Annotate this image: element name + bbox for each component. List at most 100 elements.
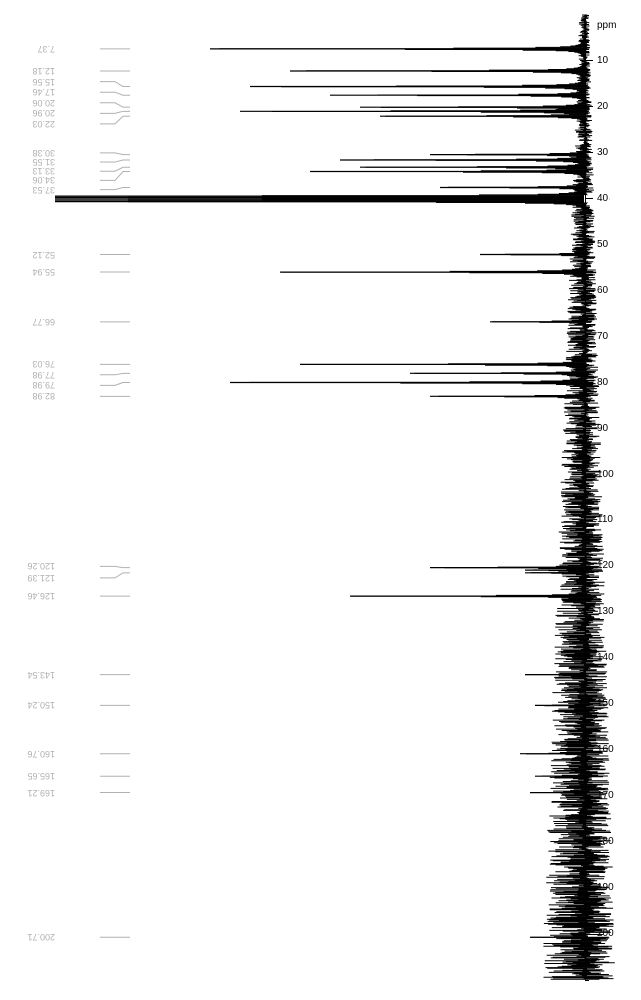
axis-minor-tick xyxy=(585,456,589,457)
axis-minor-tick xyxy=(585,263,589,264)
axis-minor-tick xyxy=(585,906,589,907)
axis-tick-label: 20 xyxy=(597,102,608,112)
peak-indicator-line xyxy=(100,167,130,171)
peak-indicator-line xyxy=(100,383,130,386)
axis-minor-tick xyxy=(585,391,589,392)
axis-minor-tick xyxy=(585,676,589,677)
axis-tick-label: 40 xyxy=(597,194,608,204)
axis-tick-label: 100 xyxy=(597,470,614,480)
axis-major-tick xyxy=(585,888,593,889)
axis-tick-label: 200 xyxy=(597,929,614,939)
axis-minor-tick xyxy=(585,777,589,778)
axis-unit-label: ppm xyxy=(597,20,616,31)
axis-major-tick xyxy=(585,612,593,613)
axis-major-tick xyxy=(585,428,593,429)
axis-tick-label: 30 xyxy=(597,148,608,158)
axis-major-tick xyxy=(585,934,593,935)
axis-major-tick xyxy=(585,704,593,705)
axis-minor-tick xyxy=(585,97,589,98)
axis-minor-tick xyxy=(585,548,589,549)
axis-minor-tick xyxy=(585,731,589,732)
axis-minor-tick xyxy=(585,741,589,742)
axis-major-tick xyxy=(585,566,593,567)
axis-minor-tick xyxy=(585,759,589,760)
axis-minor-tick xyxy=(585,980,589,981)
axis-minor-tick xyxy=(585,575,589,576)
axis-minor-tick xyxy=(585,621,589,622)
peak-label: 160.76 xyxy=(27,749,55,758)
peak-label: 17.46 xyxy=(32,87,55,96)
peak-indicator-line xyxy=(100,573,130,578)
peak-label: 7.37 xyxy=(37,44,55,53)
axis-minor-tick xyxy=(585,823,589,824)
axis-tick-label: 90 xyxy=(597,424,608,434)
axis-major-tick xyxy=(585,290,593,291)
peak-label: 200.71 xyxy=(27,932,55,941)
axis-minor-tick xyxy=(585,832,589,833)
peak-label: 143.54 xyxy=(27,670,55,679)
axis-minor-tick xyxy=(585,88,589,89)
peak-label: 169.21 xyxy=(27,788,55,797)
axis-minor-tick xyxy=(585,143,589,144)
axis-tick-label: 140 xyxy=(597,653,614,663)
peak-label: 121.39 xyxy=(27,573,55,582)
axis-minor-tick xyxy=(585,253,589,254)
axis-minor-tick xyxy=(585,897,589,898)
peak-label: 76.03 xyxy=(32,359,55,368)
peak-indicator-line xyxy=(100,566,130,567)
axis-minor-tick xyxy=(585,355,589,356)
axis-major-tick xyxy=(585,152,593,153)
axis-minor-tick xyxy=(585,630,589,631)
axis-minor-tick xyxy=(585,364,589,365)
peak-label: 30.38 xyxy=(32,148,55,157)
axis-minor-tick xyxy=(585,483,589,484)
peak-indicator-line xyxy=(100,82,130,87)
axis-tick-label: 80 xyxy=(597,378,608,388)
axis-minor-tick xyxy=(585,713,589,714)
spectrum-canvas xyxy=(0,0,641,1000)
axis-minor-tick xyxy=(585,915,589,916)
axis-tick-label: 180 xyxy=(597,837,614,847)
axis-tick-label: 170 xyxy=(597,791,614,801)
axis-minor-tick xyxy=(585,851,589,852)
peak-label: 33.13 xyxy=(32,166,55,175)
axis-minor-tick xyxy=(585,970,589,971)
peak-label: 165.65 xyxy=(27,771,55,780)
axis-major-tick xyxy=(585,198,593,199)
axis-major-tick xyxy=(585,842,593,843)
peak-indicator-line xyxy=(100,172,130,181)
peak-label: 22.03 xyxy=(32,119,55,128)
axis-minor-tick xyxy=(585,116,589,117)
axis-minor-tick xyxy=(585,943,589,944)
axis-tick-label: 190 xyxy=(597,883,614,893)
peak-label: 79.98 xyxy=(32,380,55,389)
peak-label: 34.06 xyxy=(32,175,55,184)
axis-minor-tick xyxy=(585,162,589,163)
axis-major-tick xyxy=(585,658,593,659)
peak-indicator-line xyxy=(100,103,130,107)
axis-minor-tick xyxy=(585,24,589,25)
axis-minor-tick xyxy=(585,557,589,558)
axis-minor-tick xyxy=(585,180,589,181)
axis-minor-tick xyxy=(585,345,589,346)
axis-minor-tick xyxy=(585,79,589,80)
axis-tick-label: 50 xyxy=(597,240,608,250)
axis-minor-tick xyxy=(585,584,589,585)
axis-tick-label: 160 xyxy=(597,745,614,755)
axis-minor-tick xyxy=(585,667,589,668)
axis-minor-tick xyxy=(585,33,589,34)
axis-major-tick xyxy=(585,796,593,797)
axis-minor-tick xyxy=(585,649,589,650)
axis-tick-label: 150 xyxy=(597,699,614,709)
axis-minor-tick xyxy=(585,226,589,227)
axis-tick-label: 130 xyxy=(597,607,614,617)
axis-tick-label: 10 xyxy=(597,56,608,66)
axis-minor-tick xyxy=(585,465,589,466)
peak-label: 66.77 xyxy=(32,317,55,326)
axis-minor-tick xyxy=(585,51,589,52)
peak-label: 55.94 xyxy=(32,267,55,276)
axis-minor-tick xyxy=(585,860,589,861)
peak-label: 82.98 xyxy=(32,391,55,400)
peak-label: 77.98 xyxy=(32,370,55,379)
axis-tick-label: 60 xyxy=(597,286,608,296)
